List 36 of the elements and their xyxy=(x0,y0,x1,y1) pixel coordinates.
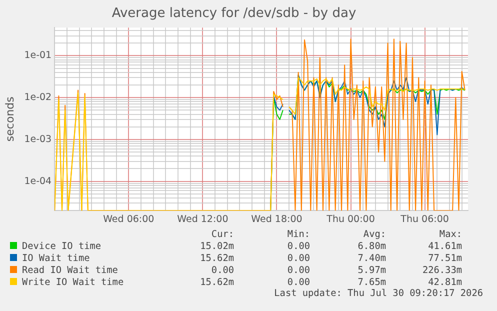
x-tick-label: Wed 18:00 xyxy=(251,214,302,225)
y-axis-title: seconds xyxy=(3,96,16,142)
text: 7.65m xyxy=(356,276,386,288)
text: 15.62m xyxy=(199,276,234,288)
legend-label: Device IO time xyxy=(21,240,102,252)
y-tick-label: 1e-02 xyxy=(24,92,52,104)
text: Avg: xyxy=(362,228,386,240)
x-tick-label: Thu 06:00 xyxy=(400,214,449,225)
text: 0.00 xyxy=(286,276,310,288)
text: 41.61m xyxy=(427,240,462,252)
legend-label: IO Wait time xyxy=(21,252,91,264)
text: 5.97m xyxy=(356,264,386,276)
text: 0.00 xyxy=(286,264,310,276)
text: Min: xyxy=(286,228,310,240)
text: 226.33m xyxy=(421,264,462,276)
legend-label: Write IO Wait time xyxy=(21,276,125,288)
x-tick-label: Wed 12:00 xyxy=(177,214,228,225)
text: 77.51m xyxy=(427,252,462,264)
text: 6.80m xyxy=(356,240,386,252)
y-tick-label: 1e-04 xyxy=(24,176,52,187)
y-tick-label: 1e-03 xyxy=(24,134,52,145)
legend-label: Read IO Wait time xyxy=(21,264,119,276)
text: 7.40m xyxy=(356,252,386,264)
text: 15.02m xyxy=(199,240,234,252)
x-tick-label: Thu 00:00 xyxy=(326,214,375,225)
text: Last update: Thu Jul 30 09:20:17 2026 xyxy=(273,288,483,299)
chart-title: Average latency for /dev/sdb - by day xyxy=(112,6,356,22)
text: Cur: xyxy=(210,228,234,240)
text: 15.62m xyxy=(199,252,234,264)
text: 42.81m xyxy=(427,276,462,288)
text: 0.00 xyxy=(210,264,234,276)
x-tick-label: Wed 06:00 xyxy=(103,214,154,225)
y-tick-label: 1e-01 xyxy=(24,50,52,62)
text: Max: xyxy=(438,228,462,240)
text: 0.00 xyxy=(286,252,310,264)
text: 0.00 xyxy=(286,240,310,252)
